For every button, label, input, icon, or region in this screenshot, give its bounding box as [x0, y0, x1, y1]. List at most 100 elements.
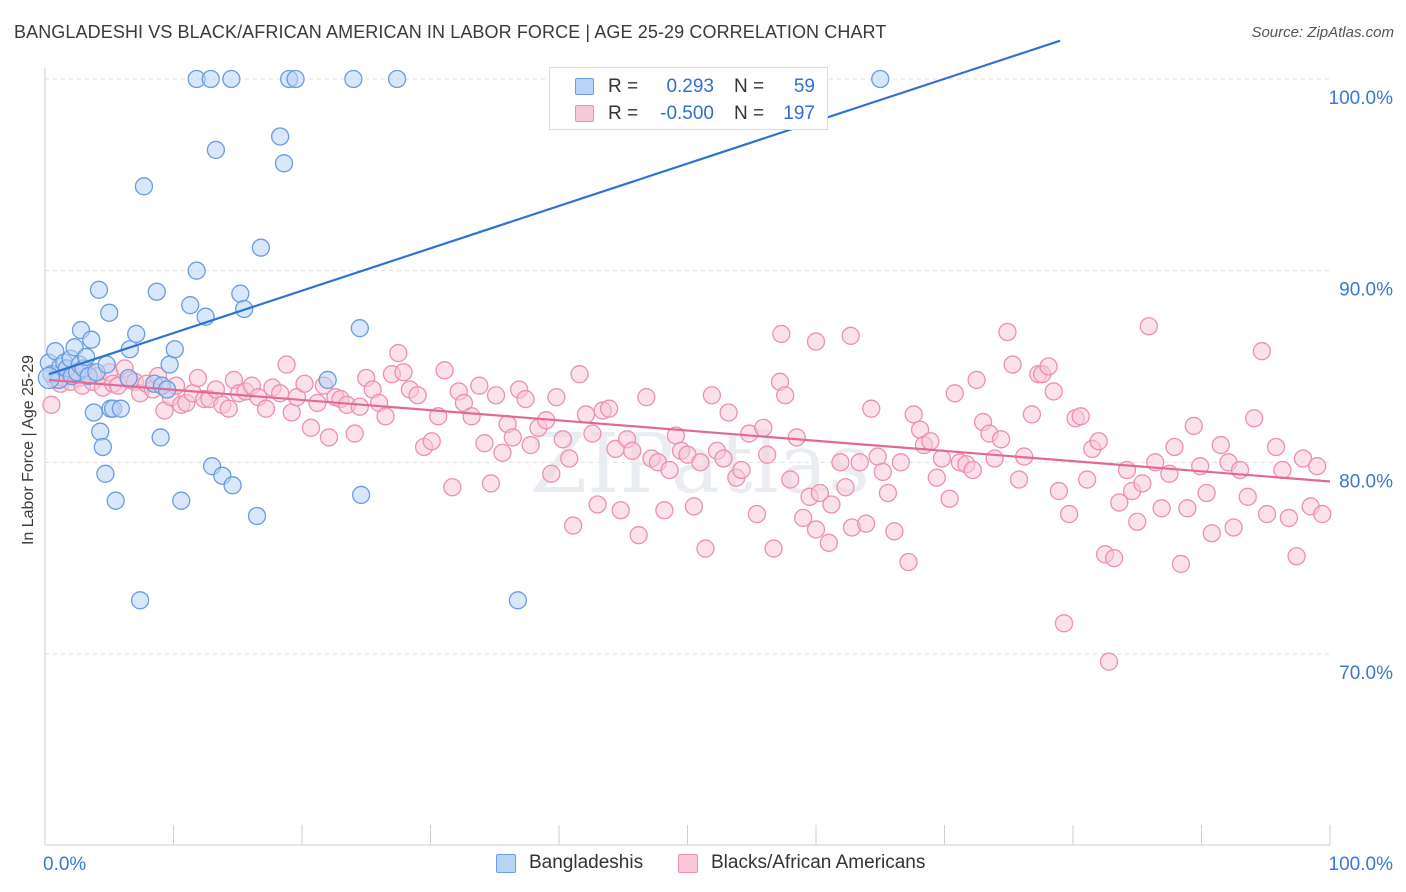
data-point-pink — [714, 449, 733, 468]
data-point-blue — [89, 280, 109, 299]
data-point-pink — [1077, 470, 1097, 489]
data-point-pink — [810, 483, 830, 503]
data-point-pink — [1252, 342, 1272, 361]
y-tick-label: 80.0% — [1339, 471, 1393, 492]
data-point-pink — [776, 386, 795, 405]
data-point-pink — [637, 388, 656, 407]
data-point-pink — [691, 453, 710, 472]
data-point-pink — [188, 368, 208, 388]
data-point-blue — [147, 282, 166, 301]
data-point-pink — [1308, 457, 1327, 476]
data-point-pink — [1128, 512, 1147, 531]
data-point-pink — [932, 449, 952, 468]
data-point-pink — [611, 501, 630, 520]
data-point-pink — [1245, 409, 1264, 428]
legend-r-value: 0.293 — [666, 76, 714, 97]
data-point-pink — [1071, 407, 1090, 426]
data-point-pink — [1279, 508, 1299, 528]
data-point-pink — [1099, 652, 1119, 671]
data-point-blue — [172, 491, 191, 510]
data-point-pink — [660, 460, 679, 480]
data-point-blue — [350, 319, 369, 338]
data-point-blue — [222, 69, 241, 89]
grid-lines — [45, 78, 1330, 655]
data-point-pink — [1287, 547, 1306, 566]
data-point-pink — [1054, 614, 1074, 633]
data-point-pink — [945, 384, 964, 403]
chart-title: BANGLADESHI VS BLACK/AFRICAN AMERICAN IN… — [14, 22, 887, 42]
data-point-pink — [588, 495, 607, 514]
data-point-blue — [201, 69, 220, 89]
data-point-pink — [754, 418, 773, 437]
y-tick-label: 100.0% — [1329, 88, 1394, 109]
data-point-pink — [521, 435, 540, 455]
data-point-pink — [376, 407, 395, 426]
data-point-blue — [271, 127, 290, 146]
data-point-blue — [251, 238, 271, 257]
correlation-legend: R = 0.293 N = 59 R = -0.500 N = 197 — [549, 67, 828, 130]
data-point-pink — [819, 533, 838, 552]
data-point-pink — [623, 441, 642, 460]
data-point-pink — [470, 376, 489, 395]
data-point-pink — [1184, 416, 1203, 436]
data-point-pink — [684, 497, 704, 516]
data-point-blue — [344, 69, 363, 89]
data-point-blue — [286, 69, 305, 89]
data-point-pink — [408, 386, 427, 405]
data-point-pink — [547, 388, 566, 407]
x-tick-label: 100.0% — [1329, 854, 1394, 875]
data-point-pink — [1003, 355, 1022, 374]
data-point-pink — [940, 489, 959, 508]
data-point-blue — [351, 485, 371, 505]
data-point-blue — [223, 476, 242, 495]
data-point-pink — [1049, 481, 1069, 501]
data-point-pink — [806, 520, 826, 539]
data-point-blue — [100, 303, 119, 322]
data-point-pink — [1293, 449, 1313, 468]
data-point-blue — [82, 330, 101, 349]
legend-swatch-pink — [678, 854, 698, 873]
data-point-pink — [758, 445, 777, 464]
data-point-pink — [1104, 549, 1124, 568]
data-point-pink — [822, 495, 841, 514]
data-point-blue — [151, 428, 170, 447]
legend-row-bangladeshis: R = 0.293 N = 59 — [550, 73, 827, 101]
legend-n-value: 197 — [783, 103, 815, 124]
data-point-pink — [394, 363, 413, 382]
x-tick-label: 0.0% — [43, 854, 86, 875]
data-point-blue — [96, 464, 115, 483]
legend-r-label: R = — [608, 76, 639, 97]
data-point-pink — [856, 514, 876, 533]
tick-labels: 70.0% 80.0% 90.0% 100.0% 0.0% 100.0% — [43, 88, 1393, 875]
data-point-blue — [871, 69, 890, 89]
data-point-pink — [443, 478, 462, 497]
data-point-pink — [873, 462, 892, 482]
data-point-blue — [231, 284, 250, 303]
data-point-blue — [274, 154, 294, 173]
data-point-pink — [1230, 460, 1250, 480]
data-point-blue — [247, 506, 267, 526]
data-point-pink — [899, 552, 918, 572]
data-point-pink — [1197, 483, 1216, 503]
data-point-pink — [42, 395, 61, 414]
data-point-pink — [1039, 357, 1058, 376]
data-point-pink — [831, 453, 850, 472]
data-point-blue — [111, 399, 130, 418]
data-point-pink — [516, 389, 535, 409]
data-point-pink — [772, 324, 791, 344]
data-point-pink — [481, 474, 501, 493]
data-point-pink — [991, 430, 1011, 449]
data-point-pink — [732, 460, 751, 480]
data-point-pink — [422, 432, 441, 451]
legend-label: Bangladeshis — [529, 852, 644, 873]
data-point-pink — [570, 365, 589, 384]
data-point-pink — [891, 453, 910, 472]
data-point-pink — [475, 434, 494, 453]
data-point-pink — [219, 399, 238, 418]
data-point-pink — [319, 428, 339, 447]
data-point-pink — [1238, 487, 1257, 506]
data-point-blue — [508, 591, 528, 610]
data-point-pink — [1044, 382, 1063, 401]
legend-row-blacks: R = -0.500 N = 197 — [550, 100, 827, 128]
